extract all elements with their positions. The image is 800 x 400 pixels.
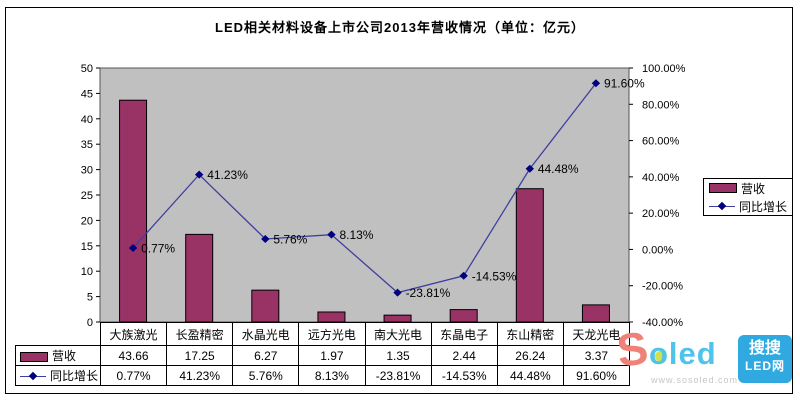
category-header-cell: 东山精密 [496,322,564,346]
revenue-bar [515,188,544,323]
revenue-bar [251,289,280,323]
growth-data-label: 91.60% [604,77,645,91]
category-header-cell: 南大光电 [364,322,432,346]
growth-marker-icon [261,234,270,243]
legend-growth-label: 同比增长 [739,199,788,214]
table-row-header-label: 同比增长 [50,369,99,383]
growth-line [132,82,597,294]
right-axis-tick-label: 0.00% [642,244,673,256]
table-value-cell: -14.53% [430,365,498,386]
legend-revenue-label: 营收 [741,181,766,196]
revenue-bar [581,304,610,323]
revenue-bar-swatch-icon [709,183,737,193]
left-axis-tick-label: 0 [87,317,93,329]
table-value-cell: 43.66 [99,345,168,366]
table-corner-cell [16,323,101,346]
growth-marker-icon [525,164,535,173]
table-row-header: 同比增长 [15,365,101,386]
table-value-cell: 6.27 [232,345,300,366]
logo-badge-line1: 搜搜 [748,340,781,357]
table-value-cell: 2.44 [430,345,498,366]
left-axis-tick-label: 20 [81,215,93,227]
right-axis-tick-label: 60.00% [642,136,680,148]
growth-data-label: 41.23% [207,168,248,182]
category-header-cell: 水晶光电 [232,322,300,346]
table-value-cell: 91.60% [562,365,631,386]
table-value-cell: 17.25 [166,345,234,366]
category-header-cell: 大族激光 [99,322,168,346]
revenue-bar [383,314,412,323]
left-axis-tick-label: 5 [87,292,93,304]
right-axis-tick-label: 40.00% [642,172,680,184]
data-table: 大族激光 长盈精密 水晶光电 远方光电 南大光电 东晶电子 东山精密 天龙光电 营收 43.66 1… [15,322,631,386]
left-axis-tick-label: 25 [81,190,93,202]
revenue-bar [185,233,214,323]
table-value-cell: -23.81% [364,365,432,386]
legend-item-revenue: 营收 [704,179,792,197]
table-row-header: 营收 [15,345,101,366]
growth-data-label: 0.77% [141,242,175,256]
right-axis-tick-label: 100.00% [642,63,686,75]
category-header-cell: 东晶电子 [430,322,498,346]
growth-line-swatch-icon [20,372,46,381]
right-axis-tick-label: -20.00% [642,281,683,293]
left-axis-tick-label: 45 [81,88,93,100]
revenue-bar [449,309,478,323]
table-value-cell: 41.23% [166,365,234,386]
growth-data-label: -14.53% [472,269,517,283]
left-axis-tick-label: 35 [81,139,93,151]
right-axis-tick-label: 80.00% [642,99,680,111]
table-value-cell: 1.35 [364,345,432,366]
table-value-cell: 5.76% [232,365,300,386]
legend-item-growth: 同比增长 [704,197,792,215]
revenue-bar-swatch-icon [20,351,48,362]
left-axis-tick-label: 10 [81,266,93,278]
sosoled-watermark-logo: S oled www.sosoled.com 搜搜 LED网 [613,321,792,392]
growth-data-label: 8.13% [339,228,373,242]
revenue-bar [317,311,346,323]
table-row-header-label: 营收 [52,349,77,363]
growth-marker-icon [591,79,601,88]
table-value-cell: 26.24 [496,345,564,366]
revenue-bar [119,99,148,323]
logo-letter-s: S [613,321,652,377]
category-header-cell: 远方光电 [298,322,366,346]
table-value-cell: 8.13% [298,365,366,386]
logo-blue-badge: 搜搜 LED网 [738,335,792,383]
growth-line-swatch-icon [709,201,735,211]
left-axis-tick-label: 40 [81,114,93,126]
lightbulb-icon [655,351,666,362]
chart-title: LED相关材料设备上市公司2013年营收情况（单位：亿元） [215,20,585,35]
growth-data-label: -23.81% [406,286,451,300]
growth-data-label: 44.48% [538,162,579,176]
table-value-cell: 3.37 [562,345,631,366]
growth-marker-icon [327,230,336,239]
growth-marker-icon [128,244,138,253]
right-axis-tick-label: -40.00% [642,317,683,329]
logo-url: www.sosoled.com [651,375,739,385]
logo-badge-line2: LED网 [744,359,785,373]
growth-marker-icon [393,288,402,297]
growth-marker-icon [194,170,204,179]
table-value-cell: 1.97 [298,345,366,366]
growth-data-label: 5.76% [273,232,307,246]
table-value-cell: 44.48% [496,365,564,386]
left-axis-tick-label: 15 [81,241,93,253]
left-axis-tick-label: 50 [81,63,93,75]
table-value-cell: 0.77% [99,365,168,386]
plot-area [99,67,630,323]
legend: 营收 同比增长 [703,178,793,216]
growth-marker-icon [459,271,468,280]
category-header-cell: 长盈精密 [166,322,234,346]
left-axis-tick-label: 30 [81,165,93,177]
logo-oled-text: oled [649,336,717,371]
right-axis-tick-label: 20.00% [642,208,680,220]
